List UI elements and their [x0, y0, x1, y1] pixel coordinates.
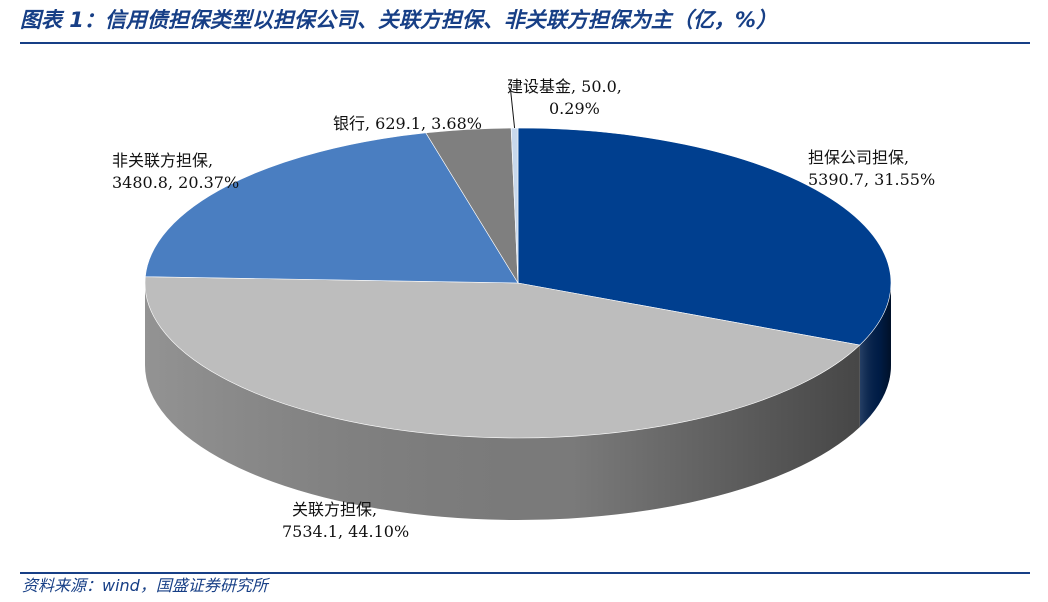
- data-label-0: 担保公司担保, 5390.7, 31.55%: [808, 148, 935, 189]
- pie-slice-2: [144, 132, 519, 284]
- pie-side-shade-1: [145, 283, 860, 521]
- pie-tops: [144, 127, 892, 439]
- data-label-4: 建设基金, 50.0, 0.29%: [507, 77, 627, 118]
- leader-line-4: [510, 89, 516, 129]
- data-label-3: 银行, 629.1, 3.68%: [333, 114, 482, 133]
- pie-sides: [145, 283, 892, 521]
- data-labels: 担保公司担保, 5390.7, 31.55% 关联方担保, 7534.1, 44…: [112, 77, 935, 541]
- pie-slice-1: [144, 276, 861, 439]
- pie-slice-0: [517, 127, 892, 346]
- leader-lines: [510, 89, 516, 129]
- footer-rule: [20, 572, 1030, 574]
- source-note: 资料来源：wind，国盛证券研究所: [22, 576, 268, 595]
- data-label-1: 关联方担保, 7534.1, 44.10%: [282, 500, 409, 541]
- pie-side-shade-0: [859, 283, 892, 428]
- header-rule: [20, 42, 1030, 44]
- figure-title: 图表 1：信用债担保类型以担保公司、关联方担保、非关联方担保为主（亿，%）: [20, 8, 777, 32]
- data-label-2: 非关联方担保, 3480.8, 20.37%: [112, 151, 239, 192]
